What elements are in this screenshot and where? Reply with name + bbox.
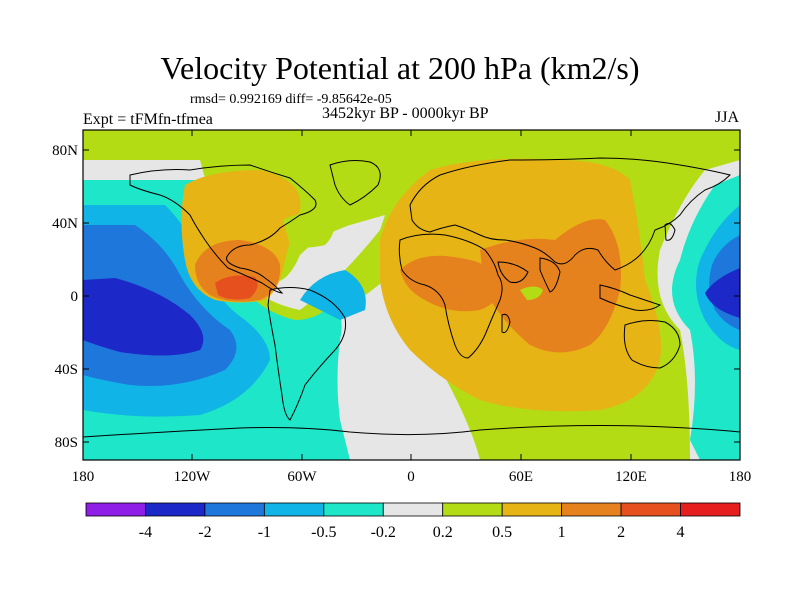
- colorbar-level-label: -1: [258, 524, 271, 541]
- coast-madagascar: [501, 313, 511, 333]
- lon-tick-label: 180: [729, 469, 752, 485]
- stats-label: rmsd= 0.992169 diff= -9.85642e-05: [190, 92, 392, 107]
- lat-tick-label: 80S: [55, 435, 78, 451]
- season-label: JJA: [715, 109, 740, 126]
- band-neg4-neg2: [83, 278, 204, 356]
- coast-antarctica: [83, 425, 740, 438]
- coast-greenland: [329, 160, 381, 206]
- band-1-2: [400, 255, 501, 312]
- contour-fill: [83, 130, 740, 460]
- lon-tick-label: 120W: [174, 469, 212, 485]
- band-neutral: [83, 160, 385, 310]
- coast-australia: [623, 320, 681, 369]
- colorbar-swatch: [382, 502, 444, 517]
- lon-tick-label: 180: [72, 469, 95, 485]
- colorbar-level-label: -2: [198, 524, 211, 541]
- coast-india: [539, 257, 561, 293]
- experiment-label: Expt = tFMfn-tfmea: [83, 111, 213, 128]
- map-ticks: [82, 130, 741, 460]
- coast-arabia: [497, 261, 529, 283]
- coast-eurasia: [409, 157, 731, 271]
- colorbar-swatch: [85, 502, 146, 517]
- colorbar-level-label: 0.5: [492, 524, 512, 541]
- coast-south-america: [267, 287, 346, 421]
- colorbar-swatch: [323, 502, 384, 517]
- colorbar-swatch: [263, 502, 325, 517]
- axis-labels: 80N 40N 0 40S 80S 180 120W 60W 0 60E 120…: [52, 143, 751, 485]
- lat-tick-label: 80N: [52, 143, 78, 159]
- coast-africa: [398, 233, 503, 359]
- band-1-2: [480, 219, 621, 353]
- coastlines: [83, 157, 740, 438]
- colorbar-swatch: [561, 502, 622, 517]
- colorbar-swatch: [145, 502, 206, 517]
- colorbar-level-label: -0.5: [311, 524, 336, 541]
- colorbar-swatch: [620, 502, 681, 517]
- colorbar-swatch: [204, 502, 265, 517]
- colorbar-level-label: 2: [617, 524, 625, 541]
- lat-tick-label: 40N: [52, 216, 78, 232]
- colorbar-swatch: [680, 502, 741, 517]
- colorbar: [85, 502, 741, 517]
- period-label: 3452kyr BP - 0000kyr BP: [322, 105, 489, 122]
- coast-indonesia: [599, 284, 662, 311]
- chart-title: Velocity Potential at 200 hPa (km2/s): [160, 50, 640, 86]
- band-neutral: [330, 280, 480, 460]
- colorbar-level-label: 1: [558, 524, 566, 541]
- colorbar-swatch: [501, 502, 563, 517]
- lon-tick-label: 60W: [287, 469, 317, 485]
- coast-japan: [664, 222, 676, 241]
- colorbar-labels: -4 -2 -1 -0.5 -0.2 0.2 0.5 1 2 4: [139, 524, 685, 541]
- lon-tick-label: 120E: [615, 469, 647, 485]
- colorbar-level-label: 4: [677, 524, 685, 541]
- band-0.2-0.5: [520, 286, 543, 300]
- colorbar-level-label: -4: [139, 524, 152, 541]
- coast-north-america: [129, 164, 317, 294]
- colorbar-level-label: -0.2: [371, 524, 396, 541]
- band-2-4: [215, 275, 258, 300]
- lon-tick-label: 60E: [509, 469, 533, 485]
- colorbar-swatch: [442, 502, 503, 517]
- lon-tick-label: 0: [407, 469, 415, 485]
- lat-tick-label: 0: [71, 289, 79, 305]
- band-0.2-0.5: [283, 213, 334, 248]
- band-neg4-neg2: [705, 268, 740, 318]
- colorbar-level-label: 0.2: [433, 524, 453, 541]
- lat-tick-label: 40S: [55, 362, 78, 378]
- band-neg1-neg0.5: [300, 270, 366, 320]
